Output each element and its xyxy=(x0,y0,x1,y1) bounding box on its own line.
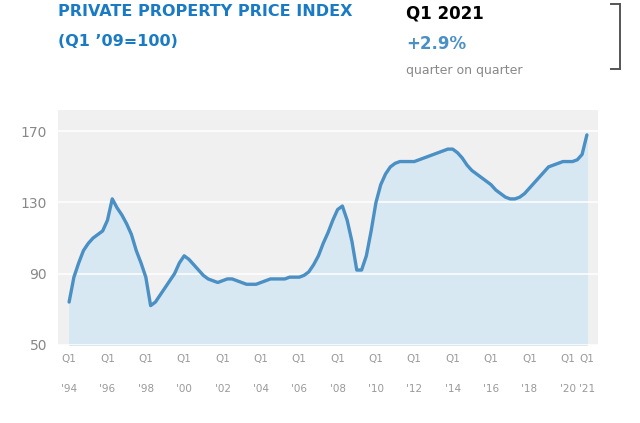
Text: Q1 2021: Q1 2021 xyxy=(406,4,484,22)
Text: '12: '12 xyxy=(406,384,422,394)
Text: Q1: Q1 xyxy=(579,354,595,364)
Text: '96: '96 xyxy=(99,384,116,394)
Text: '20: '20 xyxy=(560,384,576,394)
Text: Q1: Q1 xyxy=(369,354,383,364)
Text: '18: '18 xyxy=(522,384,538,394)
Text: Q1: Q1 xyxy=(215,354,230,364)
Text: '16: '16 xyxy=(483,384,499,394)
Text: '06: '06 xyxy=(291,384,307,394)
Text: Q1: Q1 xyxy=(407,354,422,364)
Text: '02: '02 xyxy=(214,384,230,394)
Text: '08: '08 xyxy=(330,384,346,394)
Text: Q1: Q1 xyxy=(522,354,537,364)
Text: Q1: Q1 xyxy=(445,354,460,364)
Text: Q1: Q1 xyxy=(484,354,499,364)
Text: '21: '21 xyxy=(579,384,595,394)
Text: +2.9%: +2.9% xyxy=(406,35,467,53)
Text: '14: '14 xyxy=(445,384,461,394)
Text: '98: '98 xyxy=(138,384,154,394)
Text: Q1: Q1 xyxy=(330,354,345,364)
Text: quarter on quarter: quarter on quarter xyxy=(406,64,523,77)
Text: '04: '04 xyxy=(253,384,269,394)
Text: Q1: Q1 xyxy=(100,354,115,364)
Text: '00: '00 xyxy=(176,384,192,394)
Text: Q1: Q1 xyxy=(292,354,307,364)
Text: Q1: Q1 xyxy=(253,354,268,364)
Text: PRIVATE PROPERTY PRICE INDEX: PRIVATE PROPERTY PRICE INDEX xyxy=(58,4,352,19)
Text: (Q1 ’09=100): (Q1 ’09=100) xyxy=(58,34,177,49)
Text: '94: '94 xyxy=(61,384,77,394)
Text: Q1: Q1 xyxy=(61,354,77,364)
Text: Q1: Q1 xyxy=(177,354,191,364)
Text: Q1: Q1 xyxy=(138,354,153,364)
Text: '10: '10 xyxy=(368,384,384,394)
Text: Q1: Q1 xyxy=(560,354,575,364)
